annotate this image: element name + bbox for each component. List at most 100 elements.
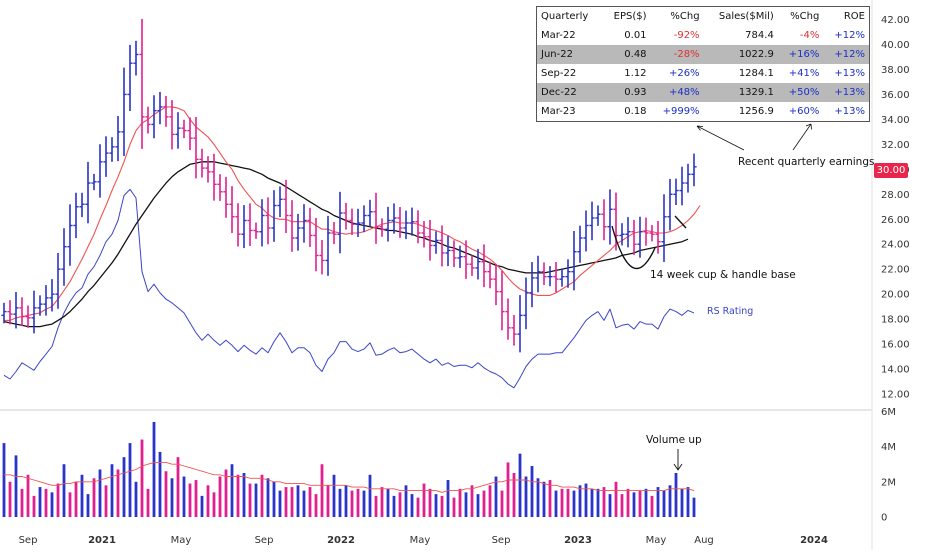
- price-bar: [361, 205, 367, 233]
- earnings-table: Quarterly EPS($) %Chg Sales($Mil) %Chg R…: [536, 6, 870, 122]
- price-bar: [535, 255, 541, 293]
- table-row: Mar-22 0.01 -92% 784.4 -4% +12%: [537, 26, 870, 45]
- volume-bar: [176, 457, 180, 517]
- col-header-sales: Sales($Mil): [718, 11, 774, 22]
- volume-bar: [458, 488, 462, 517]
- price-bar: [145, 106, 151, 134]
- price-bar: [67, 204, 73, 266]
- volume-bar: [14, 455, 18, 517]
- volume-bar: [350, 490, 354, 517]
- volume-bar: [32, 495, 36, 517]
- volume-bar: [122, 457, 126, 517]
- price-tick-label: 34.00: [881, 115, 910, 126]
- price-bar: [313, 217, 319, 272]
- volume-bar: [674, 473, 678, 517]
- table-row: Dec-22 0.93 +48% 1329.1 +50% +13%: [536, 83, 870, 102]
- volume-bar: [410, 494, 414, 517]
- price-bar: [625, 217, 631, 248]
- price-bar: [481, 244, 487, 288]
- cup-handle-drawing: [611, 215, 687, 269]
- time-tick-label: 2022: [327, 535, 355, 546]
- price-bar: [589, 201, 595, 241]
- price-bar: [607, 189, 613, 245]
- volume-bar: [314, 494, 318, 517]
- volume-tick-label: 4M: [881, 442, 896, 453]
- sales-cell: 784.4: [745, 30, 774, 41]
- volume-bar: [650, 495, 654, 517]
- time-axis: Sep 2021 May Sep 2022 May Sep 2023 May Aug 2024: [19, 535, 828, 546]
- volume-bar: [260, 474, 264, 517]
- quarter-cell: Sep-22: [541, 68, 577, 79]
- time-tick-label: Sep: [492, 535, 511, 546]
- rs-rating-label: RS Rating: [707, 306, 753, 317]
- price-bar: [25, 305, 31, 328]
- col-header-eps-chg: %Chg: [670, 11, 700, 22]
- price-bar: [343, 202, 349, 230]
- price-bar: [379, 218, 385, 237]
- volume-bar: [404, 485, 408, 517]
- volume-bar: [584, 483, 588, 517]
- volume-bar: [182, 476, 186, 517]
- price-bar: [661, 194, 667, 262]
- eps-cell: 0.18: [624, 106, 647, 117]
- roe-cell: +13%: [834, 68, 865, 79]
- volume-bar: [62, 464, 66, 517]
- volume-bar: [296, 485, 300, 517]
- price-bar: [325, 215, 331, 276]
- volume-bar: [446, 480, 450, 517]
- price-bar: [517, 295, 523, 353]
- price-bar: [571, 230, 577, 291]
- roe-cell: +12%: [823, 45, 870, 64]
- sales-cell: 1256.9: [738, 106, 774, 117]
- volume-bar: [626, 488, 630, 517]
- price-bar: [613, 192, 619, 251]
- price-bar: [457, 245, 463, 268]
- time-tick-label: Aug: [694, 535, 714, 546]
- volume-bar: [656, 487, 660, 517]
- price-bar: [421, 221, 427, 248]
- volume-bar: [422, 483, 426, 517]
- price-bar: [463, 240, 469, 279]
- volume-bar: [680, 488, 684, 517]
- cup-handle-label: 14 week cup & handle base: [650, 269, 796, 281]
- volume-bar: [302, 490, 306, 517]
- price-bar: [193, 116, 199, 179]
- price-bar: [565, 259, 571, 288]
- price-tick-label: 40.00: [881, 40, 910, 51]
- price-bar: [355, 208, 361, 237]
- price-tick-label: 38.00: [881, 65, 910, 76]
- price-bar: [319, 239, 325, 275]
- volume-bar: [188, 483, 192, 517]
- last-price-badge: 30.00: [874, 163, 908, 178]
- volume-bar: [320, 464, 324, 517]
- price-bar: [403, 210, 409, 240]
- volume-tick-label: 2M: [881, 477, 896, 488]
- volume-bar: [236, 474, 240, 517]
- volume-bar: [44, 488, 48, 517]
- eps-chg-cell: -92%: [673, 30, 700, 41]
- price-bar: [235, 203, 241, 247]
- price-bar: [37, 295, 43, 316]
- price-bar: [577, 225, 583, 263]
- volume-bar: [440, 495, 444, 517]
- volume-bar: [92, 478, 96, 517]
- price-bar: [259, 199, 265, 247]
- volume-bar: [146, 488, 150, 517]
- table-row: Mar-23 0.18 +999% 1256.9 +60% +13%: [537, 102, 870, 122]
- sales-cell: 1329.1: [703, 83, 778, 102]
- volume-bar: [482, 490, 486, 517]
- volume-bar: [290, 487, 294, 517]
- time-tick-label: 2021: [88, 535, 116, 546]
- price-bar: [511, 315, 517, 346]
- price-bar: [31, 290, 37, 334]
- volume-bar: [158, 451, 162, 517]
- eps-cell: 1.12: [624, 68, 647, 79]
- volume-up-arrow: [673, 449, 683, 471]
- volume-bar: [248, 483, 252, 517]
- volume-bar: [614, 481, 618, 517]
- volume-bar: [50, 492, 54, 517]
- price-bar: [601, 199, 607, 241]
- volume-bar: [500, 490, 504, 517]
- price-bar: [373, 192, 379, 244]
